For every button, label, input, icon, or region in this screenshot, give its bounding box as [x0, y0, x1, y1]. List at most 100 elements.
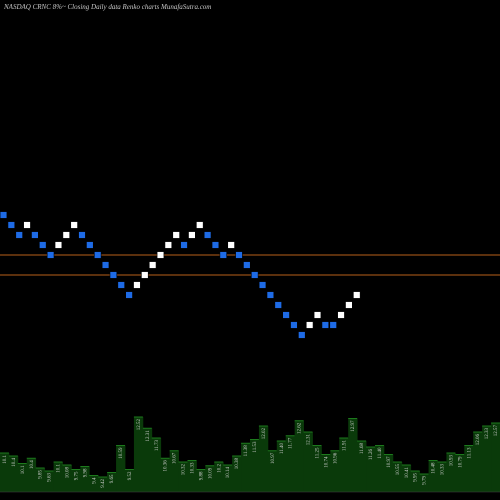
- renko-brick-down: [235, 251, 243, 259]
- volume-bar: [196, 469, 206, 492]
- renko-brick-down: [78, 231, 86, 239]
- renko-brick-down: [266, 291, 275, 299]
- volume-bar: [8, 456, 19, 492]
- renko-brick-down: [31, 231, 39, 239]
- volume-label: 10.1: [21, 465, 26, 474]
- volume-bar: [464, 445, 474, 492]
- volume-bar: [53, 462, 63, 492]
- volume-bar: [214, 462, 224, 492]
- volume-label: 12.62: [298, 422, 303, 434]
- volume-bar: [232, 456, 242, 492]
- renko-brick-up: [164, 241, 173, 249]
- volume-bar: [401, 465, 412, 492]
- volume-bar: [392, 462, 403, 492]
- renko-brick-up: [305, 321, 314, 329]
- renko-brick-down: [282, 311, 290, 319]
- renko-brick-up: [23, 221, 31, 229]
- volume-label: 10.2: [217, 464, 222, 473]
- volume-label: 10.33: [190, 462, 195, 474]
- volume-bar: [267, 450, 278, 492]
- volume-label: 9.75: [74, 471, 79, 480]
- volume-label: 9.79: [423, 476, 428, 485]
- volume-bar: [276, 441, 287, 492]
- volume-bar: [491, 423, 500, 492]
- volume-label: 11.38: [244, 445, 249, 457]
- volume-bar: [89, 475, 99, 492]
- volume-bar: [375, 445, 385, 492]
- renko-brick-up: [172, 231, 180, 239]
- chart-title: NASDAQ CRNC 8%~ Closing Daily data Renko…: [3, 3, 211, 11]
- volume-label: 10.08: [65, 467, 70, 479]
- volume-bar: [339, 438, 349, 492]
- renko-brick-down: [7, 221, 16, 229]
- volume-bar: [187, 460, 197, 492]
- volume-label: 10.79: [458, 456, 463, 468]
- volume-bar: [357, 441, 367, 492]
- volume-bar: [17, 463, 28, 492]
- volume-label: 12.33: [485, 428, 490, 440]
- volume-label: 11.77: [289, 437, 294, 449]
- volume-bar: [125, 469, 135, 492]
- volume-label: 11.68: [360, 443, 365, 455]
- volume-label: 11.40: [378, 447, 383, 459]
- volume-label: 11.53: [253, 441, 258, 453]
- renko-brick-up: [70, 221, 78, 229]
- renko-brick-down: [243, 261, 251, 269]
- renko-brick-down: [101, 261, 110, 269]
- volume-bar: [160, 458, 171, 492]
- renko-brick-down: [94, 251, 102, 259]
- renko-brick-up: [353, 291, 361, 299]
- volume-label: 10.32: [182, 464, 187, 476]
- volume-bar: [250, 439, 260, 492]
- volume-label: 10.1: [3, 455, 8, 464]
- renko-brick-down: [298, 331, 306, 339]
- volume-label: 11.73: [155, 440, 160, 452]
- volume-label: 10.97: [387, 456, 392, 468]
- volume-label: 10.93: [449, 455, 454, 467]
- renko-brick-up: [62, 231, 71, 239]
- renko-brick-down: [274, 301, 282, 309]
- volume-label: 10.41: [405, 467, 410, 479]
- volume-label: 9.98: [83, 468, 88, 477]
- volume-label: 11.91: [342, 440, 347, 452]
- volume-label: 10.4: [30, 460, 35, 469]
- renko-brick-up: [54, 241, 63, 249]
- volume-label: 10.4: [12, 458, 17, 467]
- volume-bar: [80, 466, 90, 492]
- volume-label: 10.48: [432, 462, 437, 474]
- renko-brick-down: [86, 241, 94, 249]
- renko-brick-down: [329, 321, 337, 329]
- volume-label: 10.09: [208, 467, 213, 479]
- volume-label: 12.02: [262, 428, 267, 440]
- volume-label: 9.88: [199, 471, 204, 480]
- volume-bar: [116, 445, 126, 492]
- renko-brick-down: [290, 321, 298, 329]
- renko-brick-up: [188, 231, 196, 239]
- volume-label: 9.4: [92, 477, 97, 484]
- volume-bar: [71, 469, 81, 492]
- volume-bar: [348, 418, 358, 492]
- volume-bar: [178, 462, 188, 492]
- renko-brick-down: [0, 211, 8, 219]
- volume-bar: [312, 445, 322, 492]
- renko-brick-up: [337, 311, 345, 319]
- volume-bar: [258, 426, 269, 492]
- volume-label: 12.57: [494, 425, 499, 437]
- volume-label: 10.67: [173, 452, 178, 464]
- renko-brick-up: [227, 241, 235, 249]
- volume-label: 10.97: [271, 452, 276, 464]
- volume-bar: [142, 428, 153, 492]
- volume-bar: [26, 458, 37, 492]
- volume-bar: [241, 443, 251, 492]
- volume-label: 11.26: [369, 449, 374, 461]
- volume-bar: [62, 465, 72, 492]
- volume-bar: [366, 447, 376, 492]
- volume-bar: [330, 450, 340, 492]
- volume-bar: [0, 453, 10, 492]
- renko-brick-down: [117, 281, 125, 289]
- volume-bar: [133, 417, 144, 492]
- volume-label: 10.14: [226, 467, 231, 479]
- volume-bar: [98, 477, 108, 492]
- volume-bar: [205, 465, 215, 492]
